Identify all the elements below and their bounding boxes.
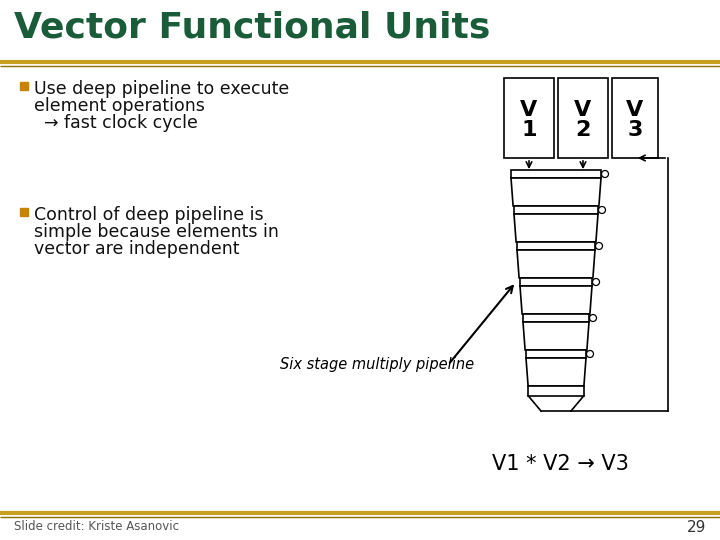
Bar	[558, 78, 608, 158]
Bar	[528, 386, 584, 396]
Text: Use deep pipeline to execute: Use deep pipeline to execute	[34, 80, 289, 98]
Text: vector are independent: vector are independent	[34, 240, 240, 258]
Text: Six stage multiply pipeline: Six stage multiply pipeline	[280, 357, 474, 373]
Bar	[517, 242, 595, 250]
Polygon shape	[517, 250, 595, 278]
Text: element operations: element operations	[34, 97, 205, 115]
Text: 1: 1	[521, 120, 536, 140]
Polygon shape	[520, 286, 592, 314]
Text: V: V	[626, 100, 644, 120]
Bar	[526, 350, 586, 358]
Bar	[514, 206, 598, 214]
Bar	[523, 314, 589, 322]
Text: V: V	[575, 100, 592, 120]
Bar	[504, 78, 554, 158]
Text: 3: 3	[627, 120, 643, 140]
Polygon shape	[526, 358, 586, 386]
Text: simple because elements in: simple because elements in	[34, 223, 279, 241]
Bar	[520, 278, 592, 286]
Text: Slide credit: Kriste Asanovic: Slide credit: Kriste Asanovic	[14, 521, 179, 534]
Text: Vector Functional Units: Vector Functional Units	[14, 10, 490, 44]
Bar	[511, 170, 601, 178]
Polygon shape	[511, 178, 601, 206]
Text: 2: 2	[575, 120, 590, 140]
Text: V: V	[521, 100, 538, 120]
Polygon shape	[523, 322, 589, 350]
Text: V1 * V2 → V3: V1 * V2 → V3	[492, 454, 629, 474]
Text: 29: 29	[687, 519, 706, 535]
Bar	[612, 78, 658, 158]
Polygon shape	[514, 214, 598, 242]
Bar	[20, 82, 28, 90]
Bar	[20, 208, 28, 216]
Text: Control of deep pipeline is: Control of deep pipeline is	[34, 206, 264, 224]
Text: → fast clock cycle: → fast clock cycle	[44, 114, 198, 132]
